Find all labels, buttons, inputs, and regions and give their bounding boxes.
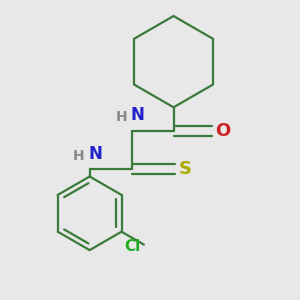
Text: Cl: Cl [124, 238, 140, 253]
Text: O: O [215, 122, 231, 140]
Text: N: N [88, 145, 102, 163]
Text: H: H [73, 149, 84, 163]
Text: S: S [178, 160, 192, 178]
Text: N: N [131, 106, 145, 124]
Text: H: H [115, 110, 127, 124]
